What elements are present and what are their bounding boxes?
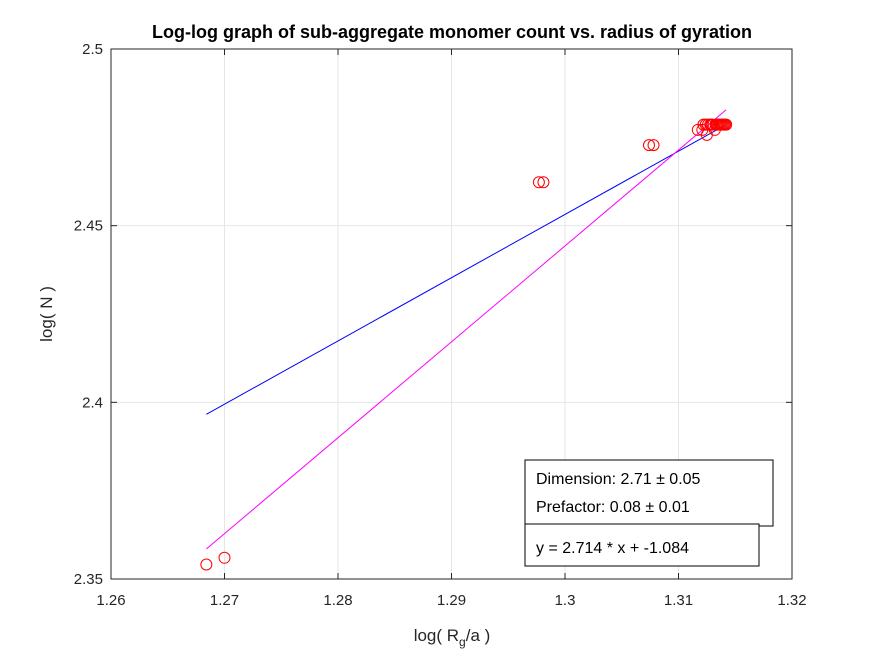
x-axis-label: log( Rg/a ) <box>414 626 491 649</box>
data-points <box>200 118 733 571</box>
data-point <box>647 139 660 152</box>
data-point <box>720 118 733 131</box>
annotation-prefactor: Prefactor: 0.08 ± 0.01 <box>536 499 690 516</box>
x-tick-label: 1.31 <box>664 592 693 609</box>
annotation-fit-equation: y = 2.714 * x + -1.084 <box>524 523 760 567</box>
x-tick-label: 1.26 <box>96 592 125 609</box>
x-axis-label-tail: /a ) <box>466 626 491 645</box>
y-tick-label: 2.4 <box>82 394 103 411</box>
x-tick-label: 1.29 <box>437 592 466 609</box>
y-tick-label: 2.35 <box>74 571 103 588</box>
x-axis-label-main: log( R <box>414 626 459 645</box>
y-axis-label: log( N ) <box>37 286 56 342</box>
x-axis-label-subscript: g <box>459 635 466 649</box>
data-point <box>642 139 655 152</box>
fit-lines <box>206 109 727 550</box>
data-point <box>200 558 213 571</box>
y-tick-label: 2.45 <box>74 218 103 235</box>
x-tick-label: 1.27 <box>210 592 239 609</box>
data-point <box>537 176 550 189</box>
fit-line-blue <box>206 124 727 415</box>
y-tick-label: 2.5 <box>82 41 103 58</box>
data-point <box>218 551 231 564</box>
annotation-box-2 <box>524 523 760 567</box>
annotation-dimension: Dimension: 2.71 ± 0.05 <box>536 471 701 488</box>
annotation-box-1 <box>524 459 774 527</box>
chart-title: Log-log graph of sub-aggregate monomer c… <box>152 22 752 42</box>
x-tick-label: 1.32 <box>777 592 806 609</box>
annotation-equation: y = 2.714 * x + -1.084 <box>536 540 689 557</box>
x-tick-label: 1.28 <box>323 592 352 609</box>
data-point <box>532 176 545 189</box>
x-tick-label: 1.3 <box>555 592 576 609</box>
annotation-fit-stats: Dimension: 2.71 ± 0.05 Prefactor: 0.08 ±… <box>524 459 774 527</box>
fit-line-magenta <box>206 109 727 550</box>
ticks: 1.26 1.27 1.28 1.29 1.3 1.31 1.32 2.35 2.4 2.45 2.… <box>74 41 807 609</box>
